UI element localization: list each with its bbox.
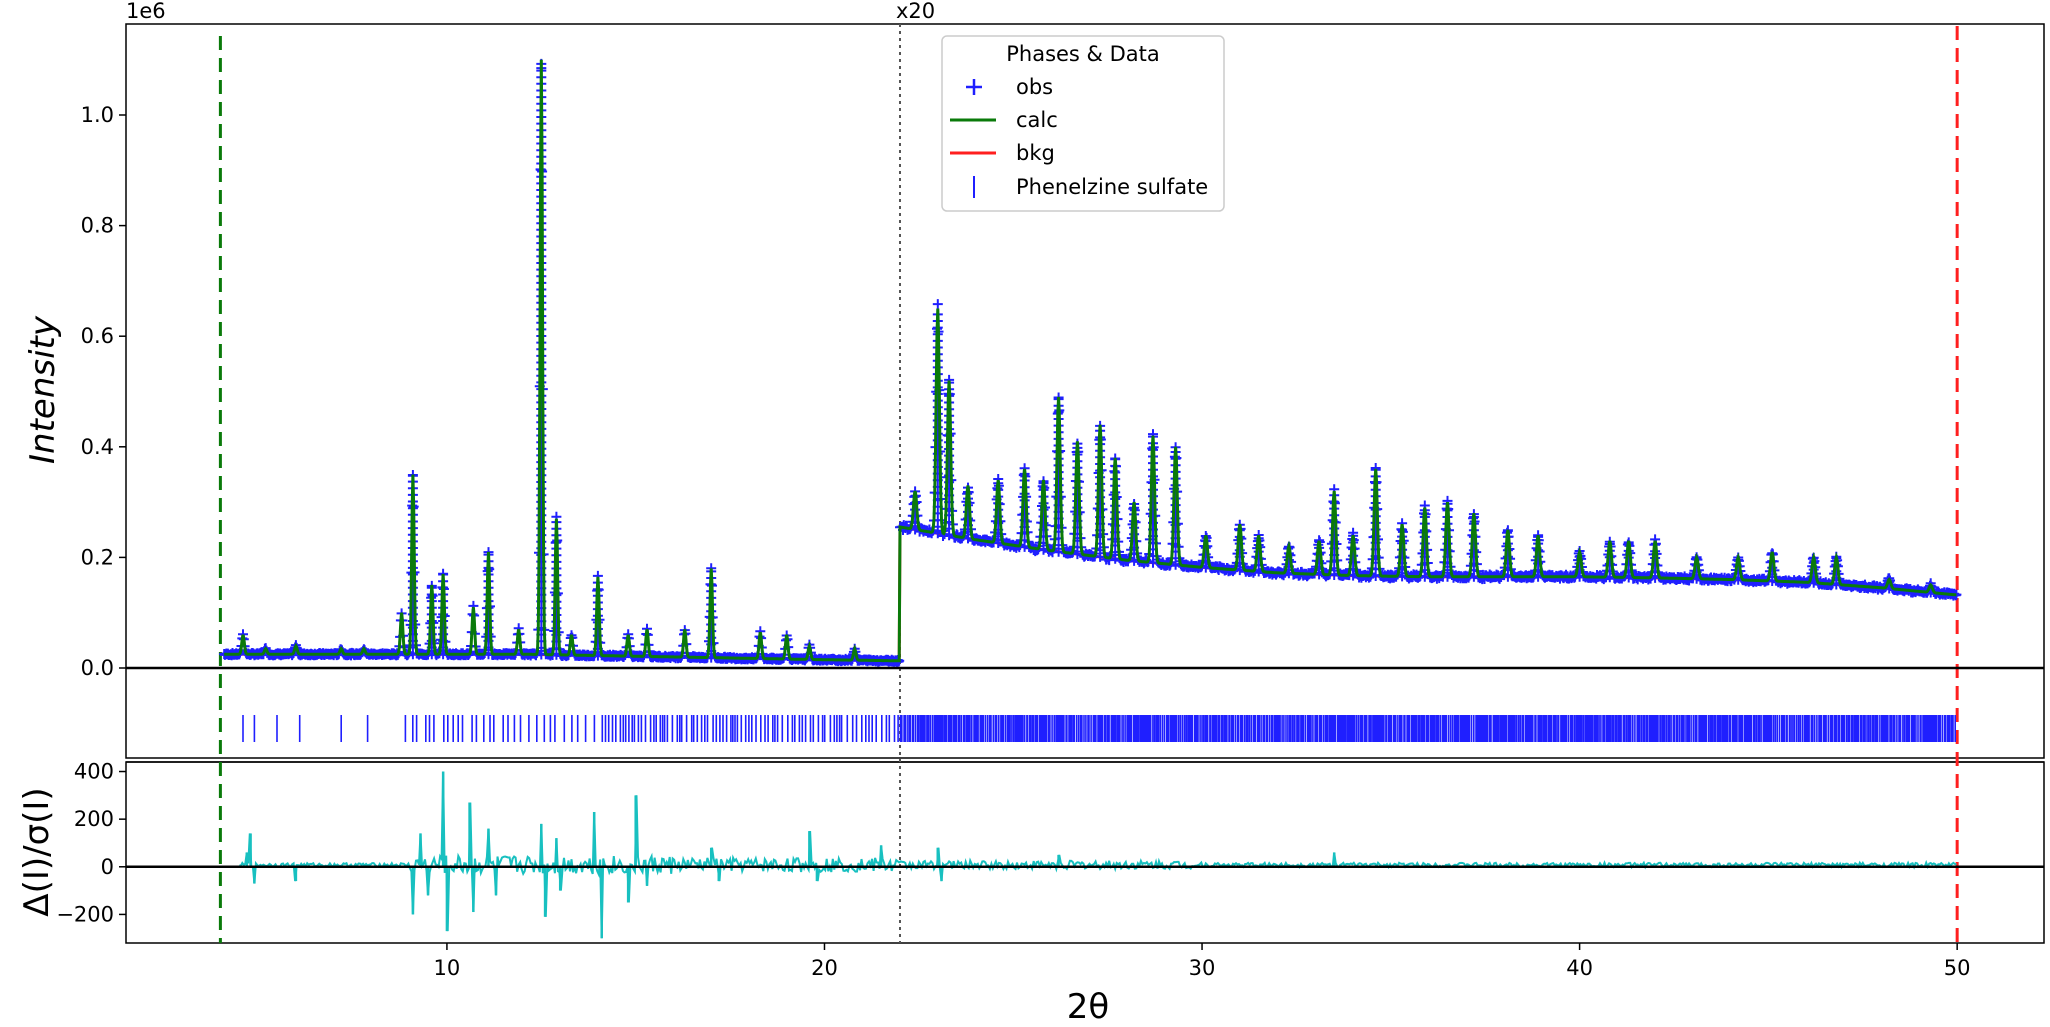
y-offset-label: 1e6: [126, 0, 166, 23]
legend-phase-label: Phenelzine sulfate: [1016, 175, 1208, 199]
y-tick-label: 0.0: [81, 656, 114, 680]
x-tick-label: 10: [434, 956, 461, 980]
residual-y-tick-label: 200: [74, 807, 114, 831]
legend-box: [941, 35, 1225, 212]
legend-calc-label: calc: [1016, 108, 1058, 132]
calc-series: [224, 59, 1957, 663]
x-tick-label: 30: [1189, 956, 1216, 980]
legend-title: Phases & Data: [1006, 42, 1160, 66]
y-tick-label: 0.8: [81, 214, 114, 238]
x-tick-label: 50: [1944, 956, 1971, 980]
residual-y-axis-label: Δ(I)/σ(I): [17, 787, 57, 916]
main-panel-frame: [125, 23, 2045, 759]
phase-reflection-ticks: [242, 715, 1956, 742]
x-tick-label: 20: [811, 956, 838, 980]
y-tick-label: 0.4: [81, 435, 114, 459]
legend-bkg-label: bkg: [1016, 141, 1055, 165]
residual-y-tick-label: 0: [101, 855, 114, 879]
legend-obs-marker: [966, 79, 982, 95]
legend-obs-label: obs: [1016, 75, 1053, 99]
residual-y-tick-label: −200: [56, 902, 114, 926]
residual-panel-frame: [125, 761, 2045, 944]
y-tick-label: 1.0: [81, 103, 114, 127]
x-tick-label: 40: [1566, 956, 1593, 980]
scale-marker-label: x20: [896, 0, 935, 23]
legend: Phases & Data obs calc bkg Phenelzine su…: [941, 35, 1225, 212]
y-axis-label: Intensity: [23, 315, 63, 464]
y-tick-label: 0.6: [81, 324, 114, 348]
y-tick-label: 0.2: [81, 545, 114, 569]
residual-y-tick-label: 400: [74, 760, 114, 784]
x-axis-label: 2θ: [1067, 987, 1109, 1022]
